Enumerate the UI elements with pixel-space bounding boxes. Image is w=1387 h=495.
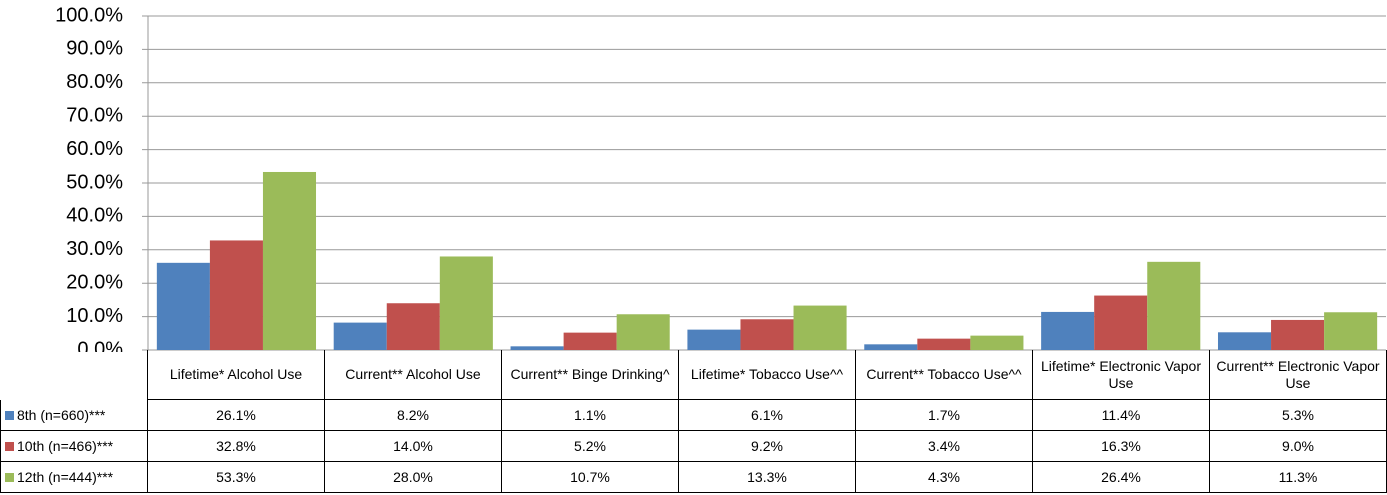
data-label: 32.8% — [148, 431, 325, 462]
bar — [970, 335, 1024, 350]
bar — [1271, 319, 1325, 350]
bar — [687, 329, 741, 350]
y-tick-label: 70.0% — [66, 104, 123, 126]
legend-swatch — [5, 441, 14, 451]
y-tick-label: 100.0% — [55, 4, 123, 26]
legend-label: 8th (n=660)*** — [17, 406, 106, 423]
y-tick-label: 0.0% — [77, 338, 123, 352]
data-label: 53.3% — [148, 462, 325, 493]
bar — [1147, 261, 1201, 350]
y-tick-label: 60.0% — [66, 138, 123, 160]
y-tick-label: 50.0% — [66, 171, 123, 193]
data-table: Lifetime* Alcohol Use Current** Alcohol U… — [0, 350, 1387, 493]
y-tick-label: 10.0% — [66, 305, 123, 327]
bar — [156, 262, 210, 350]
data-label: 6.1% — [679, 400, 856, 431]
data-label: 1.1% — [502, 400, 679, 431]
legend-entry: 8th (n=660)*** — [0, 400, 148, 431]
table-corner — [0, 350, 148, 400]
legend-swatch — [5, 410, 14, 420]
data-label: 4.3% — [856, 462, 1033, 493]
bar — [793, 305, 847, 350]
data-label: 5.3% — [1210, 400, 1387, 431]
data-label: 11.3% — [1210, 462, 1387, 493]
data-label: 5.2% — [502, 431, 679, 462]
data-label: 28.0% — [325, 462, 502, 493]
data-label: 9.0% — [1210, 431, 1387, 462]
y-tick-label: 30.0% — [66, 238, 123, 260]
data-label: 14.0% — [325, 431, 502, 462]
data-label: 11.4% — [1033, 400, 1210, 431]
y-tick-label: 20.0% — [66, 271, 123, 293]
category-label: Current** Alcohol Use — [325, 350, 502, 400]
data-label: 26.4% — [1033, 462, 1210, 493]
bar — [439, 256, 493, 350]
bar — [386, 303, 440, 350]
data-label: 16.3% — [1033, 431, 1210, 462]
bar — [616, 314, 670, 350]
legend-entry: 10th (n=466)*** — [0, 431, 148, 462]
data-label: 1.7% — [856, 400, 1033, 431]
bar — [864, 344, 918, 350]
data-label: 9.2% — [679, 431, 856, 462]
bar — [262, 171, 317, 350]
category-label: Current** Binge Drinking^ — [502, 350, 679, 400]
bar — [563, 332, 617, 350]
bar — [740, 319, 794, 350]
data-label: 3.4% — [856, 431, 1033, 462]
bar — [1217, 332, 1272, 350]
legend-swatch — [5, 472, 14, 482]
legend-label: 12th (n=444)*** — [17, 468, 114, 485]
data-label: 26.1% — [148, 400, 325, 431]
data-label: 8.2% — [325, 400, 502, 431]
category-label: Lifetime* Tobacco Use^^ — [679, 350, 856, 400]
bar — [209, 240, 263, 350]
bar — [1041, 311, 1095, 350]
y-tick-label: 90.0% — [66, 38, 123, 60]
data-label: 13.3% — [679, 462, 856, 493]
legend-entry: 12th (n=444)*** — [0, 462, 148, 493]
bar — [510, 346, 564, 350]
data-label: 10.7% — [502, 462, 679, 493]
category-label: Lifetime* Alcohol Use — [148, 350, 325, 400]
chart: 0.0% 10.0% 20.0% 30.0% 40.0% 50.0% 60.0% 70.0% 8… — [55, 4, 1386, 352]
y-tick-label: 80.0% — [66, 71, 123, 93]
bar — [1094, 295, 1148, 350]
bar — [1324, 312, 1378, 350]
category-label: Lifetime* Electronic Vapor Use — [1033, 350, 1210, 400]
y-tick-label: 40.0% — [66, 205, 123, 227]
bar — [917, 338, 971, 350]
legend-label: 10th (n=466)*** — [17, 437, 114, 454]
category-label: Current** Electronic Vapor Use — [1210, 350, 1387, 400]
bar — [333, 322, 387, 350]
category-label: Current** Tobacco Use^^ — [856, 350, 1033, 400]
